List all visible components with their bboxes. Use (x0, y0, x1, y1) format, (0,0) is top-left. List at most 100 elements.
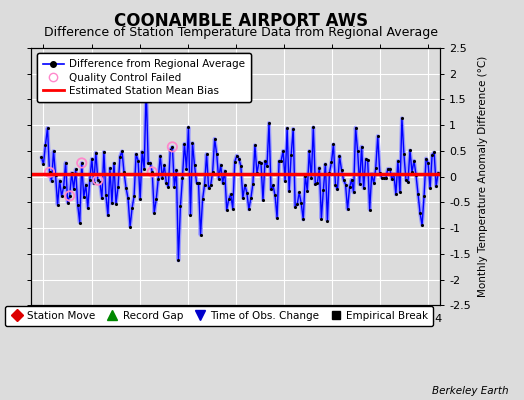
Point (287, 151, 296, 158)
Point (422, 155, 430, 162)
Point (211, 136, 219, 142)
Point (353, 148, 362, 154)
Point (404, 178, 412, 185)
Point (150, 210, 158, 216)
Point (426, 185, 434, 191)
Point (82, 181, 90, 188)
Point (228, 206, 237, 212)
Point (237, 163, 245, 169)
Point (128, 205, 136, 211)
Point (172, 167, 181, 174)
Point (75, 219, 84, 226)
Point (398, 115, 406, 122)
Point (357, 144, 366, 150)
Point (285, 188, 293, 194)
Point (116, 153, 124, 160)
Point (85, 176, 94, 183)
Point (132, 151, 140, 157)
Point (366, 206, 374, 213)
Point (424, 160, 432, 166)
Point (384, 166, 392, 172)
Point (329, 141, 337, 148)
Point (281, 178, 289, 184)
Point (291, 204, 299, 210)
Point (138, 148, 146, 155)
Point (188, 140, 196, 146)
Point (166, 146, 174, 153)
Point (58, 193, 66, 199)
Point (126, 223, 134, 230)
Point (102, 192, 110, 198)
Point (408, 169, 416, 175)
Point (317, 215, 325, 222)
Point (420, 192, 428, 199)
Point (394, 158, 402, 164)
Point (106, 165, 114, 172)
Point (259, 197, 267, 203)
Point (94, 177, 102, 184)
Point (245, 206, 253, 212)
Point (367, 171, 376, 177)
Point (96, 179, 104, 186)
Point (196, 232, 205, 238)
Point (335, 153, 344, 159)
Point (249, 180, 257, 187)
Point (226, 191, 235, 198)
Point (80, 194, 88, 200)
Point (110, 160, 118, 167)
Point (158, 175, 167, 182)
Point (162, 179, 170, 186)
Point (337, 166, 346, 173)
Point (255, 159, 263, 166)
Point (321, 161, 330, 167)
Point (118, 148, 126, 154)
Point (241, 182, 249, 188)
Point (265, 120, 273, 126)
Point (214, 176, 223, 182)
Point (63, 199, 72, 206)
Point (152, 196, 160, 202)
Point (319, 186, 328, 193)
Point (78, 160, 86, 166)
Point (194, 180, 203, 186)
Point (209, 169, 217, 175)
Point (225, 196, 233, 203)
Point (37, 154, 46, 160)
Point (391, 191, 400, 198)
Point (243, 190, 251, 196)
Point (190, 162, 199, 168)
Point (219, 180, 227, 186)
Point (381, 175, 390, 182)
Y-axis label: Monthly Temperature Anomaly Difference (°C): Monthly Temperature Anomaly Difference (… (478, 56, 488, 297)
Point (279, 148, 287, 154)
Point (206, 182, 215, 189)
Point (221, 168, 229, 174)
Point (386, 166, 394, 172)
Point (390, 171, 398, 177)
Point (418, 222, 426, 228)
Point (396, 188, 404, 195)
Point (378, 174, 386, 181)
Point (68, 170, 76, 176)
Point (41, 142, 50, 148)
Point (235, 155, 243, 162)
Point (299, 216, 308, 223)
Point (180, 141, 189, 147)
Point (315, 164, 323, 171)
Point (273, 214, 281, 221)
Point (372, 165, 380, 172)
Point (108, 200, 116, 207)
Point (174, 257, 182, 264)
Point (178, 175, 187, 181)
Legend: Difference from Regional Average, Quality Control Failed, Estimated Station Mean: Difference from Regional Average, Qualit… (37, 53, 251, 102)
Point (313, 180, 322, 186)
Point (130, 193, 138, 199)
Point (46, 169, 54, 176)
Point (295, 189, 303, 196)
Point (140, 166, 148, 172)
Point (160, 162, 169, 168)
Point (88, 156, 96, 162)
Point (212, 150, 221, 157)
Point (355, 181, 364, 188)
Point (307, 175, 315, 182)
